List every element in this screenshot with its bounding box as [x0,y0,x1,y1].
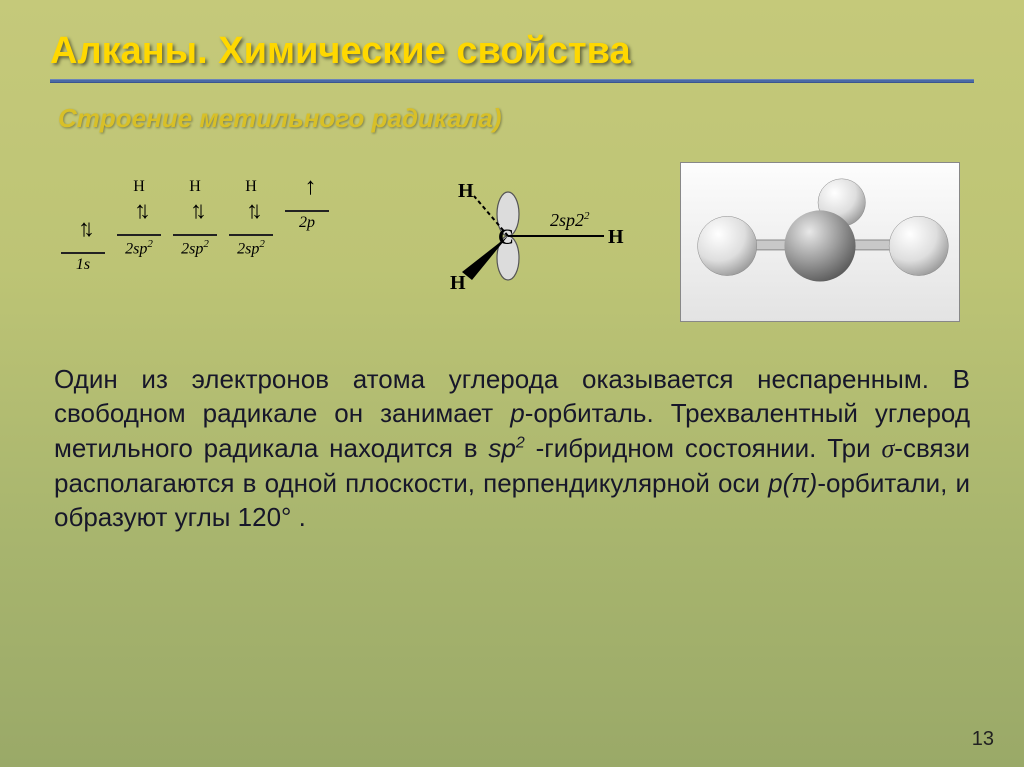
hydrogen-label: H [608,226,624,249]
orbital-level: 2p [284,210,330,232]
page-number: 13 [972,728,994,751]
radical-structure: C H H H 2sp22 [380,162,640,312]
molecule-model [680,162,960,322]
hydrogen-label: H [450,272,466,295]
diagram-row: 1s H2sp2 H2sp2 H2sp2 2p C H H H 2sp22 [50,162,974,322]
orbital-level: H2sp2 [116,234,162,258]
slide-title: Алканы. Химические свойства [50,30,974,73]
hydrogen-label: H [458,180,474,203]
orbital-level: H2sp2 [228,234,274,258]
orbital-level: 1s [60,252,106,274]
title-underline [50,79,974,83]
orbital-level: H2sp2 [172,234,218,258]
body-paragraph: Один из электронов атома углерода оказыв… [50,362,974,535]
orbital-diagram: 1s H2sp2 H2sp2 H2sp2 2p [60,162,340,292]
sp2-label: 2sp22 [550,210,590,231]
slide-subtitle: Строение метильного радикала) [58,103,974,134]
carbon-label: C [498,224,514,250]
